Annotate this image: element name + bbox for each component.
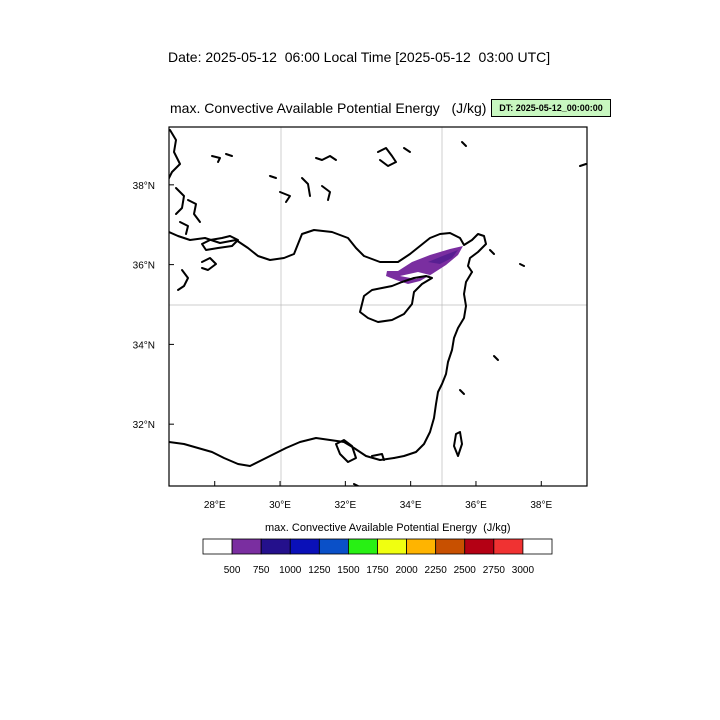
colorbar-label: 1500 [337,565,360,576]
colorbar-label: 750 [252,565,270,576]
lat-tick-label: 32°N [133,420,155,431]
axis-ticks: 28°E 30°E 32°E 34°E 36°E 38°E 32°N 34°N 36°N 38°N [133,181,553,511]
colorbar-label: 2000 [395,565,418,576]
coast-north-africa [169,437,395,467]
lat-tick-label: 36°N [133,261,155,272]
colorbar-box [435,538,466,555]
coast-crete [201,235,239,251]
date-time-header: Date: 2025-05-12 06:00 Local Time [2025-… [168,49,551,65]
colorbar-box [377,538,407,555]
cape-region-core [428,250,458,264]
lon-tick-label: 36°E [465,500,487,511]
colorbar-label: 3000 [511,565,535,576]
colorbar-box [231,538,262,555]
lat-tick-label: 38°N [133,181,155,192]
lon-tick-label: 28°E [204,500,226,511]
colorbar-box [289,538,320,555]
coast-anatolia [169,229,487,273]
colorbar-label: 1000 [279,565,302,576]
colorbar-label: 1250 [308,565,331,576]
colorbar-box [522,538,553,555]
lon-tick-label: 30°E [269,500,291,511]
lat-tick-label: 34°N [133,340,155,351]
colorbar-label: 2750 [482,565,505,576]
map-title: max. Convective Available Potential Ener… [170,100,487,116]
dt-badge: DT: 2025-05-12_00:00:00 [491,99,611,117]
colorbar-box [406,538,437,555]
lon-tick-label: 34°E [400,500,422,511]
lon-tick-label: 32°E [334,500,356,511]
colorbar-label: 2500 [453,565,476,576]
colorbar-box [464,538,495,555]
colorbar-title: max. Convective Available Potential Ener… [265,522,511,534]
cape-region-gap [400,272,430,279]
map-frame [168,126,588,487]
colorbar-box [493,538,524,555]
lon-tick-label: 38°E [530,500,552,511]
colorbar-box [318,538,349,555]
colorbar-box [260,538,291,555]
cape-region [386,246,463,284]
colorbar-box [348,538,378,555]
coast-cyprus [359,275,433,323]
coast-levant [393,271,473,459]
colorbar-label: 500 [223,565,241,576]
colorbar-label: 2250 [424,565,447,576]
colorbar-box [202,538,233,555]
colorbar-label: 1750 [366,565,389,576]
